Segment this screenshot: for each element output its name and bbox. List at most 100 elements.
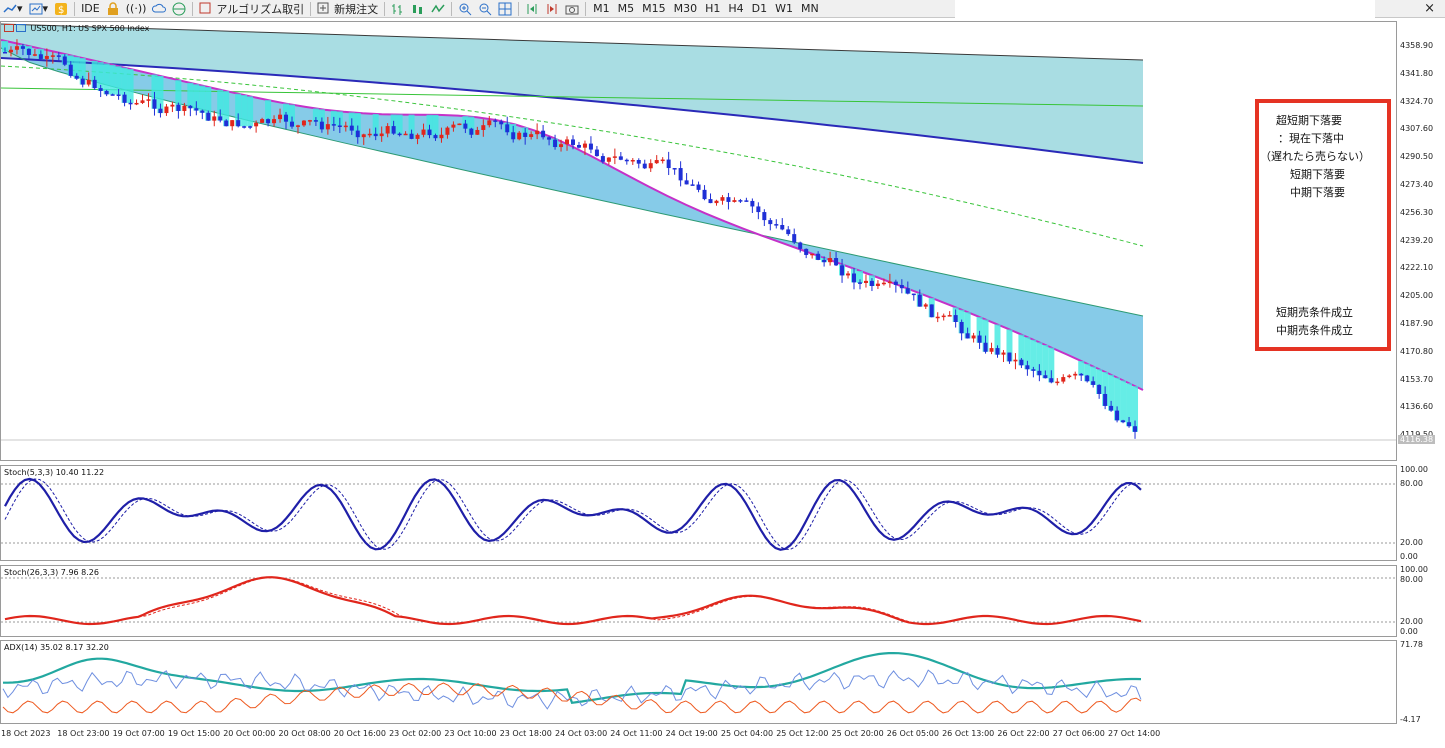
candle-body [104, 90, 109, 95]
ide-button[interactable]: IDE [81, 2, 100, 15]
trend-fill [976, 317, 983, 343]
separator [192, 1, 194, 16]
candle-body [1043, 375, 1048, 379]
trend-fill [288, 104, 295, 127]
candle-body [248, 126, 253, 128]
candle-body [313, 120, 318, 122]
cloud-icon[interactable] [149, 0, 169, 18]
candle-body [863, 280, 868, 283]
chart-menu-icon[interactable] [4, 24, 14, 32]
toolbar: ▾ ▾ $ IDE ((·)) アルゴリズム取引 新規注文 [0, 0, 1445, 18]
candle-body [941, 315, 946, 318]
candle-body [756, 206, 761, 213]
date-label: 23 Oct 02:00 [389, 729, 442, 738]
trend-fill [856, 270, 863, 283]
date-label: 26 Oct 13:00 [942, 729, 995, 738]
chart-shift-icon[interactable] [542, 0, 562, 18]
stoch-fast-pane[interactable]: Stoch(5,3,3) 10.40 11.22 [0, 465, 1397, 561]
close-icon[interactable]: × [1424, 1, 1435, 16]
price-axis[interactable]: 4358.90 4341.80 4324.70 4307.60 4290.50 4273.… [1397, 21, 1445, 461]
adx-level-label: 71.78 [1400, 640, 1423, 649]
candle-body [379, 133, 384, 137]
stoch-slow-pane[interactable]: Stoch(26,3,3) 7.96 8.26 [0, 565, 1397, 637]
long-ma-line [1, 57, 1144, 164]
date-label: 24 Oct 11:00 [610, 729, 663, 738]
trend-fill [994, 324, 1001, 355]
adx-pane[interactable]: ADX(14) 35.02 8.17 32.20 [0, 640, 1397, 724]
date-label: 26 Oct 22:00 [997, 729, 1050, 738]
timeframe-d1-button[interactable]: D1 [751, 2, 768, 15]
trend-fill [432, 114, 439, 139]
candle-body [194, 108, 199, 111]
timeframe-m1-button[interactable]: M1 [593, 2, 610, 15]
algo-trading-button[interactable]: アルゴリズム取引 [196, 0, 307, 18]
zoom-out-icon[interactable] [475, 0, 495, 18]
trend-fill [247, 96, 254, 127]
line-chart-icon[interactable]: ▾ [0, 0, 26, 18]
trend-fill [1114, 377, 1121, 421]
line-mode-icon[interactable] [428, 0, 448, 18]
candle-body [295, 125, 300, 127]
candle-body [433, 135, 438, 139]
candle-body [1013, 359, 1018, 362]
candle-body [612, 156, 617, 158]
date-label: 18 Oct 23:00 [57, 729, 110, 738]
candle-body [415, 134, 420, 139]
candle-body [421, 129, 426, 135]
candle-body [331, 124, 336, 126]
note-line: 中期売条件成立 [1276, 324, 1353, 337]
date-label: 23 Oct 18:00 [499, 729, 552, 738]
stoch-slow-axis: 100.00 80.00 20.00 0.00 [1397, 565, 1445, 637]
candle-body [553, 139, 558, 148]
candle-body [732, 200, 737, 202]
trend-fill [97, 62, 104, 91]
candlestick-icon[interactable] [408, 0, 428, 18]
bar-chart-icon[interactable] [388, 0, 408, 18]
chart-template-icon[interactable]: ▾ [26, 0, 52, 18]
lock-icon[interactable] [103, 0, 123, 18]
candle-body [218, 116, 223, 121]
candle-body [834, 258, 839, 266]
candle-body [182, 105, 187, 111]
dollar-icon[interactable]: $ [51, 0, 71, 18]
signal-icon[interactable]: ((·)) [125, 2, 147, 15]
stoch2-level-label: 0.00 [1400, 627, 1418, 636]
separator [310, 1, 312, 16]
candle-body [56, 55, 61, 57]
grid-icon[interactable] [495, 0, 515, 18]
candle-body [576, 144, 581, 148]
screenshot-icon[interactable] [562, 0, 582, 18]
candle-body [762, 212, 767, 221]
note-line: 中期下落要 [1290, 186, 1345, 199]
candle-body [62, 56, 67, 65]
new-order-button[interactable]: 新規注文 [314, 0, 381, 18]
vps-icon[interactable] [169, 0, 189, 18]
timeframe-mn-button[interactable]: MN [800, 2, 819, 15]
timeframe-h4-button[interactable]: H4 [728, 2, 744, 15]
timeframe-w1-button[interactable]: W1 [775, 2, 793, 15]
candle-body [684, 180, 689, 185]
candle-body [1025, 365, 1030, 370]
timeframe-h1-button[interactable]: H1 [705, 2, 721, 15]
symbol-icon[interactable] [16, 24, 26, 32]
candle-body [272, 119, 277, 124]
candle-body [816, 253, 821, 260]
autoscroll-icon[interactable] [522, 0, 542, 18]
timeframe-m30-button[interactable]: M30 [673, 2, 698, 15]
adx-axis: 71.78 -4.17 [1397, 640, 1445, 724]
candle-body [266, 119, 271, 124]
timeframe-m15-button[interactable]: M15 [642, 2, 666, 15]
candle-body [828, 258, 833, 263]
date-label: 25 Oct 12:00 [776, 729, 829, 738]
timeframe-m5-button[interactable]: M5 [617, 2, 635, 15]
main-chart-pane[interactable]: US500, H1: US SPX 500 Index [0, 21, 1397, 461]
time-axis[interactable]: 18 Oct 2023 18 Oct 23:00 19 Oct 07:00 19 Oc… [0, 726, 1445, 748]
price-label: 4187.90 [1400, 319, 1434, 328]
candle-body [188, 105, 193, 109]
candle-body [1031, 369, 1036, 371]
minus-di-line [2, 682, 1142, 714]
stoch1-level-label: 20.00 [1400, 538, 1423, 547]
trend-fill [127, 69, 134, 103]
zoom-in-icon[interactable] [455, 0, 475, 18]
stoch2-level-label: 20.00 [1400, 617, 1423, 626]
